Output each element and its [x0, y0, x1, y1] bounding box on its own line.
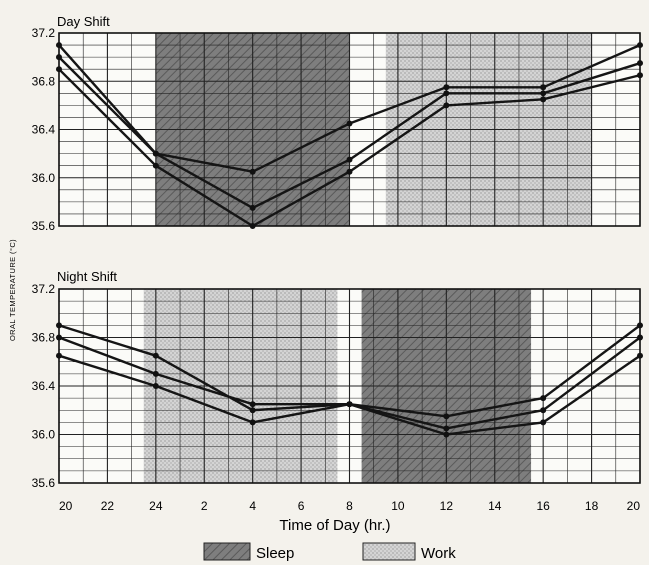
data-point — [56, 66, 62, 73]
x-tick-label: 6 — [298, 499, 305, 513]
data-point — [540, 90, 547, 97]
y-tick-label: 36.4 — [32, 379, 56, 393]
x-tick-labels: 20 22 24 2 4 6 8 10 12 14 16 18 20 — [59, 499, 640, 513]
y-tick-label: 36.0 — [32, 171, 56, 185]
night-shift-panel: Night Shift 35.6 36.0 36.4 36.8 37.2 — [32, 269, 643, 490]
plot-frame — [58, 32, 641, 227]
data-point — [637, 322, 643, 329]
data-point — [346, 401, 353, 408]
data-point — [152, 162, 159, 169]
data-point — [56, 42, 62, 49]
data-point — [443, 90, 450, 97]
x-tick-label: 24 — [149, 499, 163, 513]
data-point — [443, 431, 450, 438]
data-point — [540, 84, 547, 91]
data-point — [637, 72, 643, 79]
y-axis-label: ORAL TEMPERATURE (°C) — [8, 239, 17, 341]
data-point — [249, 204, 256, 211]
legend-swatch-sleep — [203, 542, 251, 561]
legend-label-sleep: Sleep — [256, 545, 294, 562]
data-point — [540, 395, 547, 402]
plot-frame — [58, 288, 641, 484]
x-tick-label: 2 — [201, 499, 208, 513]
data-point — [249, 419, 256, 426]
x-tick-label: 4 — [249, 499, 256, 513]
x-tick-label: 20 — [59, 499, 73, 513]
y-tick-label: 36.8 — [32, 331, 56, 345]
data-point — [249, 168, 256, 175]
x-tick-label: 16 — [536, 499, 550, 513]
x-axis-label: Time of Day (hr.) — [279, 517, 390, 534]
data-point — [56, 334, 62, 341]
legend: Sleep Work — [203, 542, 456, 562]
data-point — [56, 322, 62, 329]
data-point — [443, 84, 450, 91]
data-point — [540, 96, 547, 103]
data-point — [540, 419, 547, 426]
data-point — [443, 425, 450, 432]
data-point — [152, 383, 159, 389]
day-shift-panel: Day Shift 35.6 36.0 36.4 36.8 37.2 — [32, 14, 643, 233]
legend-label-work: Work — [421, 545, 456, 562]
x-tick-label: 14 — [488, 499, 502, 513]
x-tick-label: 12 — [440, 499, 454, 513]
y-tick-label: 35.6 — [32, 219, 56, 233]
legend-swatch-work — [362, 542, 416, 561]
data-point — [152, 150, 159, 157]
data-point — [152, 370, 159, 377]
data-point — [249, 407, 256, 414]
data-point — [637, 334, 643, 341]
data-point — [540, 407, 547, 414]
data-point — [637, 60, 643, 67]
y-tick-label: 36.0 — [32, 428, 56, 442]
x-tick-label: 10 — [391, 499, 405, 513]
x-tick-label: 18 — [585, 499, 599, 513]
y-tick-label: 37.2 — [32, 26, 56, 40]
data-point — [249, 401, 256, 408]
data-point — [346, 156, 353, 163]
panel-title: Night Shift — [57, 269, 117, 284]
x-tick-label: 20 — [627, 499, 641, 513]
data-point — [152, 352, 159, 359]
data-point — [56, 54, 62, 61]
x-tick-label: 8 — [346, 499, 353, 513]
panel-title: Day Shift — [57, 14, 110, 29]
y-tick-label: 37.2 — [32, 282, 56, 296]
data-point — [346, 168, 353, 175]
data-point — [56, 352, 62, 359]
y-tick-label: 36.4 — [32, 123, 56, 137]
data-point — [249, 223, 256, 229]
y-tick-label: 36.8 — [32, 74, 56, 88]
data-point — [346, 120, 353, 127]
x-tick-label: 22 — [101, 499, 115, 513]
data-point — [637, 352, 643, 359]
y-tick-label: 35.6 — [32, 476, 56, 490]
data-point — [443, 102, 450, 109]
data-point — [443, 413, 450, 420]
data-point — [637, 42, 643, 49]
